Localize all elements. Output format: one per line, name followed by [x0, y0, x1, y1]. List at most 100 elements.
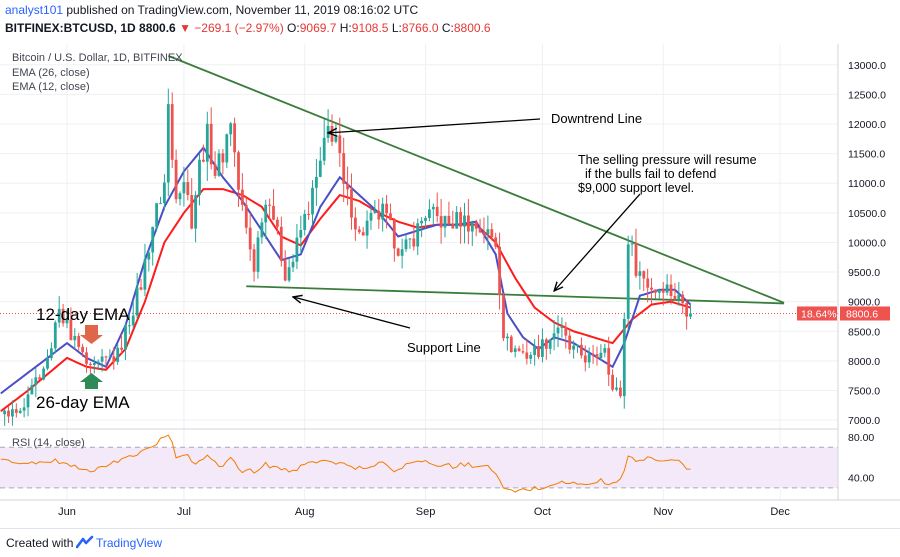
- candle-body: [92, 363, 96, 365]
- candle-body: [163, 182, 166, 204]
- footer: Created with TradingView: [0, 528, 900, 557]
- candle-body: [264, 204, 268, 223]
- rsi-axis[interactable]: 40.00 80.00: [848, 432, 874, 485]
- candle-body: [607, 348, 611, 375]
- candle-body: [404, 239, 408, 250]
- support-line: [246, 285, 785, 305]
- candle-body: [537, 346, 540, 357]
- x-tick-label: Aug: [295, 506, 315, 518]
- price-chart[interactable]: 7000.0 7500.0 8000.0 8500.0 9000.0 9500.0 1000…: [0, 44, 900, 528]
- candle-body: [591, 353, 595, 355]
- price-badge: 8800.6: [846, 308, 878, 320]
- candle-body: [229, 123, 233, 135]
- rsi-tick-label: 40.00: [848, 473, 874, 485]
- candle-body: [587, 353, 591, 363]
- price-axis-background: [838, 44, 900, 528]
- candle-body: [209, 123, 213, 165]
- trendlines: [0, 55, 838, 314]
- candle-body: [307, 214, 310, 215]
- y-tick-label: 9500.0: [848, 267, 880, 279]
- y-tick-label: 7500.0: [848, 386, 880, 398]
- candle-body: [548, 339, 552, 349]
- candle-body: [416, 223, 420, 247]
- candle-body: [61, 308, 65, 324]
- candle-body: [400, 249, 404, 256]
- close-label: C:: [441, 21, 454, 35]
- y-tick-label: 12500.0: [848, 89, 886, 101]
- candle-body: [560, 326, 564, 328]
- tradingview-brand-link[interactable]: TradingView: [96, 536, 163, 550]
- x-tick-label: Oct: [534, 506, 551, 518]
- candle-body: [295, 237, 299, 262]
- candle-body: [326, 126, 330, 138]
- candle-body: [517, 348, 521, 352]
- ohlc-line: BITFINEX:BTCUSD, 1D 8800.6 ▼ −269.1 (−2.…: [5, 21, 491, 35]
- candle-body: [128, 325, 131, 327]
- candle-body: [346, 183, 349, 190]
- percent-badge: 18.64%: [801, 308, 837, 320]
- tradingview-logo-icon: [76, 535, 94, 549]
- candle-body: [552, 333, 556, 340]
- candle-body: [318, 160, 322, 177]
- candle-body: [389, 213, 392, 221]
- ema-12-label: 12-day EMA: [36, 305, 130, 324]
- candle-body: [85, 352, 88, 364]
- downtrend-arrow: [328, 118, 541, 133]
- current-price: 8800.6: [139, 21, 176, 35]
- candle-body: [556, 327, 560, 334]
- candle-body: [104, 356, 108, 358]
- candle-body: [506, 336, 509, 339]
- candle-body: [420, 220, 423, 224]
- candle-body: [42, 368, 45, 380]
- price-change: −269.1 (−2.97%): [194, 21, 284, 35]
- candle-body: [30, 385, 34, 395]
- candle-body: [630, 243, 634, 245]
- candle-body: [533, 346, 536, 355]
- candle-body: [439, 216, 443, 228]
- candle-body: [283, 260, 287, 281]
- candle-body: [541, 339, 544, 357]
- candle-body: [689, 313, 692, 317]
- candle-body: [18, 410, 22, 413]
- ema-26-path: [0, 188, 691, 412]
- candle-body: [155, 203, 158, 227]
- price-axis[interactable]: 7000.0 7500.0 8000.0 8500.0 9000.0 9500.0 1000…: [797, 60, 890, 427]
- low-value: 8766.0: [401, 21, 439, 35]
- candle-body: [217, 153, 221, 176]
- x-tick-label: Dec: [770, 506, 790, 518]
- candle-body: [252, 249, 256, 272]
- candle-body: [478, 228, 482, 233]
- candle-body: [576, 344, 579, 346]
- candle-body: [583, 355, 587, 363]
- ema-12-path: [0, 146, 692, 395]
- up-arrow-icon: [80, 373, 103, 389]
- candle-body: [657, 289, 661, 293]
- candle-body: [463, 215, 466, 227]
- candle-body: [381, 203, 385, 220]
- y-tick-label: 10000.0: [848, 237, 886, 249]
- candle-body: [564, 326, 568, 336]
- candle-body: [46, 358, 49, 369]
- open-label: O:: [287, 21, 300, 35]
- y-tick-label: 8000.0: [848, 356, 880, 368]
- author-link[interactable]: analyst101: [5, 3, 64, 17]
- note-line: if the bulls fail to defend: [578, 167, 716, 181]
- candle-body: [50, 348, 53, 359]
- rsi-line: [0, 434, 691, 493]
- candle-body: [580, 344, 583, 356]
- candle-body: [135, 287, 139, 316]
- chart-title: Bitcoin / U.S. Dollar, 1D, BITFINEX: [12, 52, 183, 64]
- candle-body: [513, 348, 517, 352]
- candle-body: [654, 289, 657, 293]
- candle-body: [151, 226, 155, 253]
- candle-body: [303, 214, 307, 230]
- candle-body: [603, 348, 607, 353]
- candle-body: [342, 153, 346, 184]
- candle-body: [244, 204, 248, 228]
- candlestick-series: [3, 88, 692, 426]
- candle-body: [365, 220, 369, 236]
- y-tick-label: 11500.0: [848, 149, 885, 161]
- time-axis[interactable]: Jun Jul Aug Sep Oct Nov Dec: [58, 506, 790, 518]
- candle-body: [435, 206, 439, 216]
- downtrend-label: Downtrend Line: [551, 111, 642, 126]
